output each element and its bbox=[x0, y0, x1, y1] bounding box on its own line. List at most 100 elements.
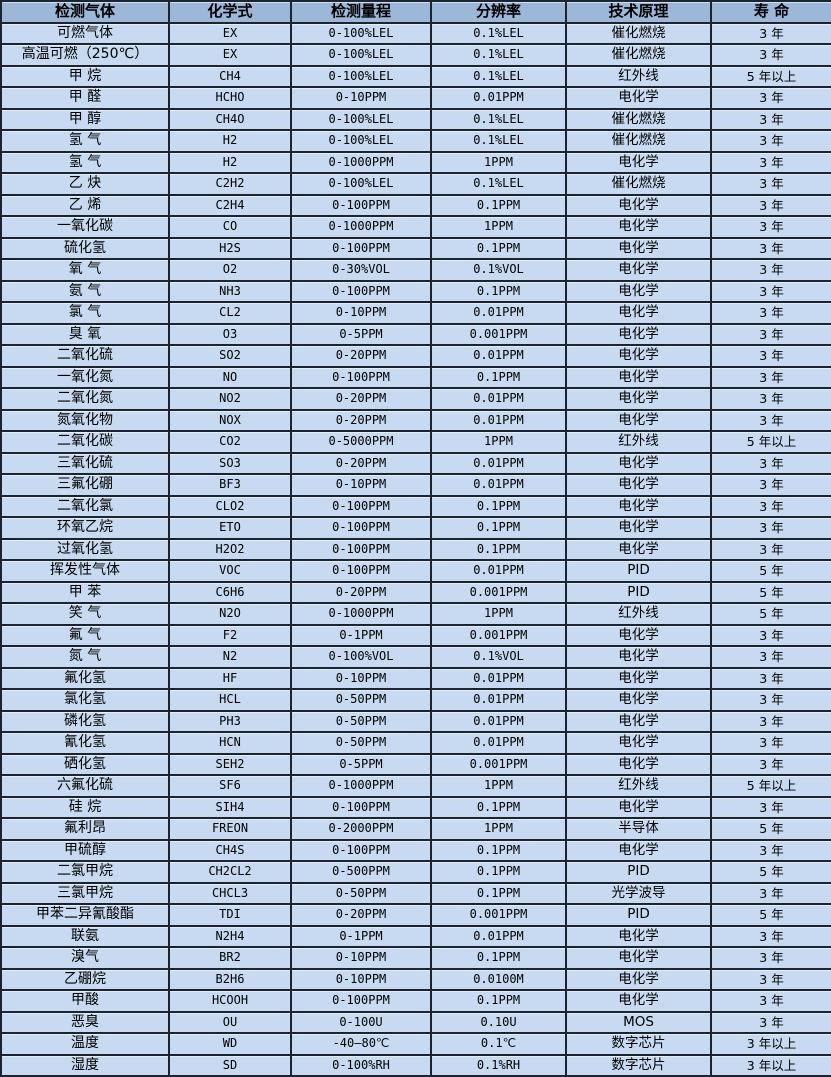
table-row: 氟化氢 HF 0-10PPM 0.01PPM 电化学 3 年 bbox=[0, 666, 831, 690]
table-cell: 0.001PPM bbox=[430, 623, 567, 647]
table-cell: 3 年 bbox=[710, 924, 831, 948]
table-cell: C2H2 bbox=[168, 172, 292, 196]
table-cell: 3 年 bbox=[710, 365, 831, 389]
table-cell: 0.1PPM bbox=[430, 946, 567, 970]
table-row: 乙 炔 C2H2 0-100%LEL 0.1%LEL 催化燃烧 3 年 bbox=[0, 172, 831, 196]
table-cell: SD bbox=[168, 1053, 292, 1077]
table-cell: 0-100%LEL bbox=[290, 107, 432, 131]
table-cell: 3 年 bbox=[710, 150, 831, 174]
table-row: 三氟化硼 BF3 0-10PPM 0.01PPM 电化学 3 年 bbox=[0, 473, 831, 497]
table-row: 硅 烷 SIH4 0-100PPM 0.1PPM 电化学 3 年 bbox=[0, 795, 831, 819]
table-row: 溴气 BR2 0-10PPM 0.1PPM 电化学 3 年 bbox=[0, 946, 831, 970]
table-row: 联氨 N2H4 0-1PPM 0.01PPM 电化学 3 年 bbox=[0, 924, 831, 948]
table-row: 六氟化硫 SF6 0-1000PPM 1PPM 红外线 5 年以上 bbox=[0, 774, 831, 798]
table-cell: 一氧化碳 bbox=[0, 215, 170, 239]
table-cell: 0-100PPM bbox=[290, 516, 432, 540]
table-row: 磷化氢 PH3 0-50PPM 0.01PPM 电化学 3 年 bbox=[0, 709, 831, 733]
table-cell: 0-50PPM bbox=[290, 709, 432, 733]
table-cell: 5 年以上 bbox=[710, 430, 831, 454]
table-cell: 0.01PPM bbox=[430, 559, 567, 583]
table-row: 二氧化氮 NO2 0-20PPM 0.01PPM 电化学 3 年 bbox=[0, 387, 831, 411]
table-cell: 0-100%LEL bbox=[290, 64, 432, 88]
table-cell: 1PPM bbox=[430, 430, 567, 454]
table-cell: 0-50PPM bbox=[290, 688, 432, 712]
table-cell: 0.1%VOL bbox=[430, 645, 567, 669]
table-row: 氮氧化物 NOX 0-20PPM 0.01PPM 电化学 3 年 bbox=[0, 408, 831, 432]
table-cell: NH3 bbox=[168, 279, 292, 303]
table-cell: 3 年 bbox=[710, 666, 831, 690]
table-cell: 0-20PPM bbox=[290, 408, 432, 432]
table-cell: 电化学 bbox=[565, 989, 712, 1013]
table-cell: ETO bbox=[168, 516, 292, 540]
table-cell: 电化学 bbox=[565, 365, 712, 389]
table-row: 氢 气 H2 0-1000PPM 1PPM 电化学 3 年 bbox=[0, 150, 831, 174]
table-cell: 0-100PPM bbox=[290, 193, 432, 217]
table-cell: WD bbox=[168, 1032, 292, 1056]
table-cell: 0.01PPM bbox=[430, 86, 567, 110]
table-row: 三氧化硫 SO3 0-20PPM 0.01PPM 电化学 3 年 bbox=[0, 451, 831, 475]
table-cell: 0.1%LEL bbox=[430, 129, 567, 153]
table-cell: 3 年 bbox=[710, 752, 831, 776]
table-cell: 氢 气 bbox=[0, 150, 170, 174]
table-cell: 0.1%LEL bbox=[430, 21, 567, 45]
table-cell: 电化学 bbox=[565, 494, 712, 518]
table-cell: 红外线 bbox=[565, 774, 712, 798]
table-cell: 氯化氢 bbox=[0, 688, 170, 712]
header-row: 检测气体 化学式 检测量程 分辨率 技术原理寿 命 bbox=[0, 0, 831, 24]
table-cell: NO2 bbox=[168, 387, 292, 411]
table-cell: 数字芯片 bbox=[565, 1032, 712, 1056]
table-cell: 0-100%RH bbox=[290, 1053, 432, 1077]
table-cell: 0.1%LEL bbox=[430, 172, 567, 196]
table-row: 二氧化碳 CO2 0-5000PPM 1PPM 红外线 5 年以上 bbox=[0, 430, 831, 454]
table-cell: 温度 bbox=[0, 1032, 170, 1056]
table-cell: MOS bbox=[565, 1010, 712, 1034]
table-cell: 0.1%RH bbox=[430, 1053, 567, 1077]
table-cell: 0-1PPM bbox=[290, 924, 432, 948]
table-row: 温度 WD -40—80℃ 0.1℃ 数字芯片 3 年以上 bbox=[0, 1032, 831, 1056]
table-cell: 0.1PPM bbox=[430, 989, 567, 1013]
table-cell: 1PPM bbox=[430, 774, 567, 798]
table-cell: 0-100%VOL bbox=[290, 645, 432, 669]
table-row: 乙 烯 C2H4 0-100PPM 0.1PPM 电化学 3 年 bbox=[0, 193, 831, 217]
table-cell: 电化学 bbox=[565, 795, 712, 819]
table-cell: 3 年 bbox=[710, 322, 831, 346]
table-cell: 电化学 bbox=[565, 709, 712, 733]
table-cell: 氮氧化物 bbox=[0, 408, 170, 432]
table-cell: 0.1℃ bbox=[430, 1032, 567, 1056]
table-cell: 六氟化硫 bbox=[0, 774, 170, 798]
table-cell: 光学波导 bbox=[565, 881, 712, 905]
table-cell: 电化学 bbox=[565, 623, 712, 647]
table-cell: 0.01PPM bbox=[430, 344, 567, 368]
table-cell: 甲 苯 bbox=[0, 580, 170, 604]
table-cell: EX bbox=[168, 43, 292, 67]
table-cell: 氰化氢 bbox=[0, 731, 170, 755]
table-cell: 3 年 bbox=[710, 387, 831, 411]
table-cell: 0-100PPM bbox=[290, 279, 432, 303]
header-cell: 分辨率 bbox=[430, 0, 567, 24]
table-cell: 二氧化硫 bbox=[0, 344, 170, 368]
table-cell: 0-100PPM bbox=[290, 494, 432, 518]
table-cell: 0-30%VOL bbox=[290, 258, 432, 282]
table-cell: 挥发性气体 bbox=[0, 559, 170, 583]
table-cell: 半导体 bbox=[565, 817, 712, 841]
table-cell: 电化学 bbox=[565, 516, 712, 540]
table-cell: 电化学 bbox=[565, 301, 712, 325]
table-cell: 恶臭 bbox=[0, 1010, 170, 1034]
table-cell: C2H4 bbox=[168, 193, 292, 217]
table-cell: 电化学 bbox=[565, 967, 712, 991]
table-cell: TDI bbox=[168, 903, 292, 927]
table-cell: 三氧化硫 bbox=[0, 451, 170, 475]
table-cell: 0.1PPM bbox=[430, 365, 567, 389]
table-cell: 0-50PPM bbox=[290, 731, 432, 755]
table-cell: NO bbox=[168, 365, 292, 389]
table-cell: 3 年 bbox=[710, 645, 831, 669]
table-row: 二氧化硫 SO2 0-20PPM 0.01PPM 电化学 3 年 bbox=[0, 344, 831, 368]
table-cell: 催化燃烧 bbox=[565, 107, 712, 131]
table-cell: 3 年以上 bbox=[710, 1053, 831, 1077]
table-cell: 电化学 bbox=[565, 537, 712, 561]
table-cell: 0.1PPM bbox=[430, 860, 567, 884]
table-cell: 3 年 bbox=[710, 881, 831, 905]
table-row: 二氯甲烷 CH2CL2 0-500PPM 0.1PPM PID 5 年 bbox=[0, 860, 831, 884]
table-cell: 0.01PPM bbox=[430, 387, 567, 411]
table-row: 甲酸 HCOOH 0-100PPM 0.1PPM 电化学 3 年 bbox=[0, 989, 831, 1013]
